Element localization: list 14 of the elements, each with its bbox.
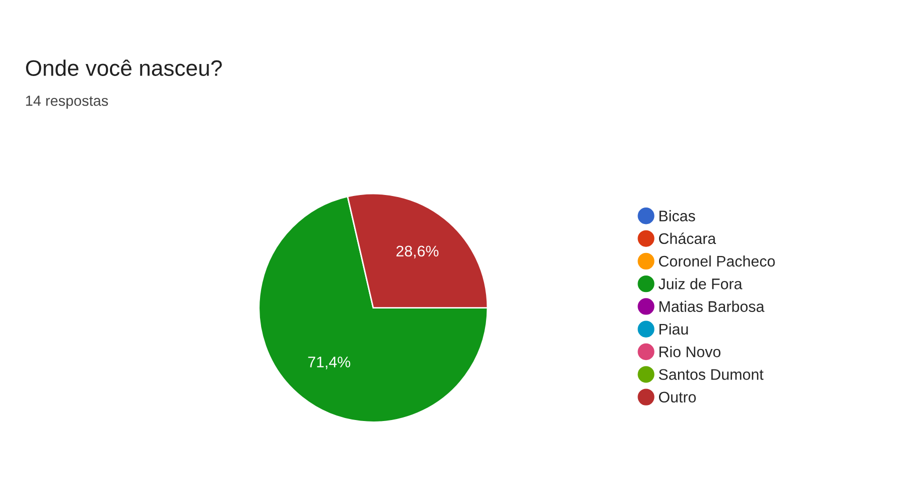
legend-label: Chácara xyxy=(659,232,716,244)
legend-label: Juiz de Fora xyxy=(658,278,742,290)
legend-label: Matias Barbosa xyxy=(660,300,764,312)
chart-title: Onde você nasceu? xyxy=(26,60,222,76)
legend-label: Bicas xyxy=(660,210,696,222)
legend-label: Outro xyxy=(658,392,696,403)
data-label: 71,4% xyxy=(308,356,350,370)
data-label: 28,6% xyxy=(396,246,438,258)
legend-label: Coronel Pacheco xyxy=(659,255,775,267)
legend-label: Piau xyxy=(660,323,688,335)
legend-label: Santos Dumont xyxy=(658,369,764,380)
text: 14 respostas xyxy=(26,96,108,109)
legend-label: Rio Novo xyxy=(660,346,720,358)
pie-slice xyxy=(258,196,488,423)
